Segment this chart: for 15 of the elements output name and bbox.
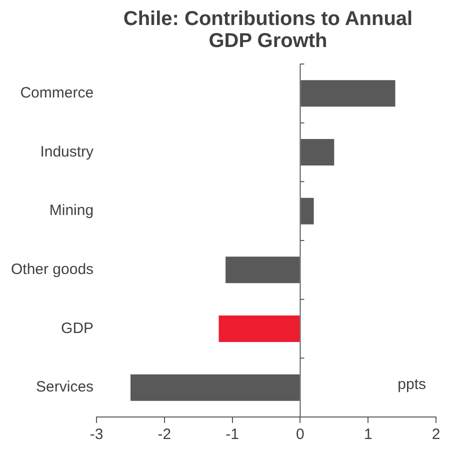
- x-tick-label: -1: [226, 426, 240, 444]
- bar: [218, 316, 300, 342]
- y-tick-label: Commerce: [20, 84, 94, 102]
- x-tick-label: 0: [296, 426, 304, 444]
- chart-title: Chile: Contributions to Annual GDP Growth: [122, 8, 414, 52]
- y-tick-label: Mining: [49, 202, 94, 220]
- x-tick-label: 2: [432, 426, 440, 444]
- y-tick-label: Industry: [40, 143, 94, 160]
- x-tick-label: 1: [364, 426, 372, 444]
- y-tick-label: Other goods: [10, 261, 94, 278]
- x-tick-label: -2: [158, 426, 172, 444]
- annotation: ppts: [398, 376, 426, 393]
- y-tick-label: Services: [36, 378, 94, 396]
- x-tick-label: -3: [90, 426, 104, 444]
- y-tick-label: GDP: [61, 320, 94, 337]
